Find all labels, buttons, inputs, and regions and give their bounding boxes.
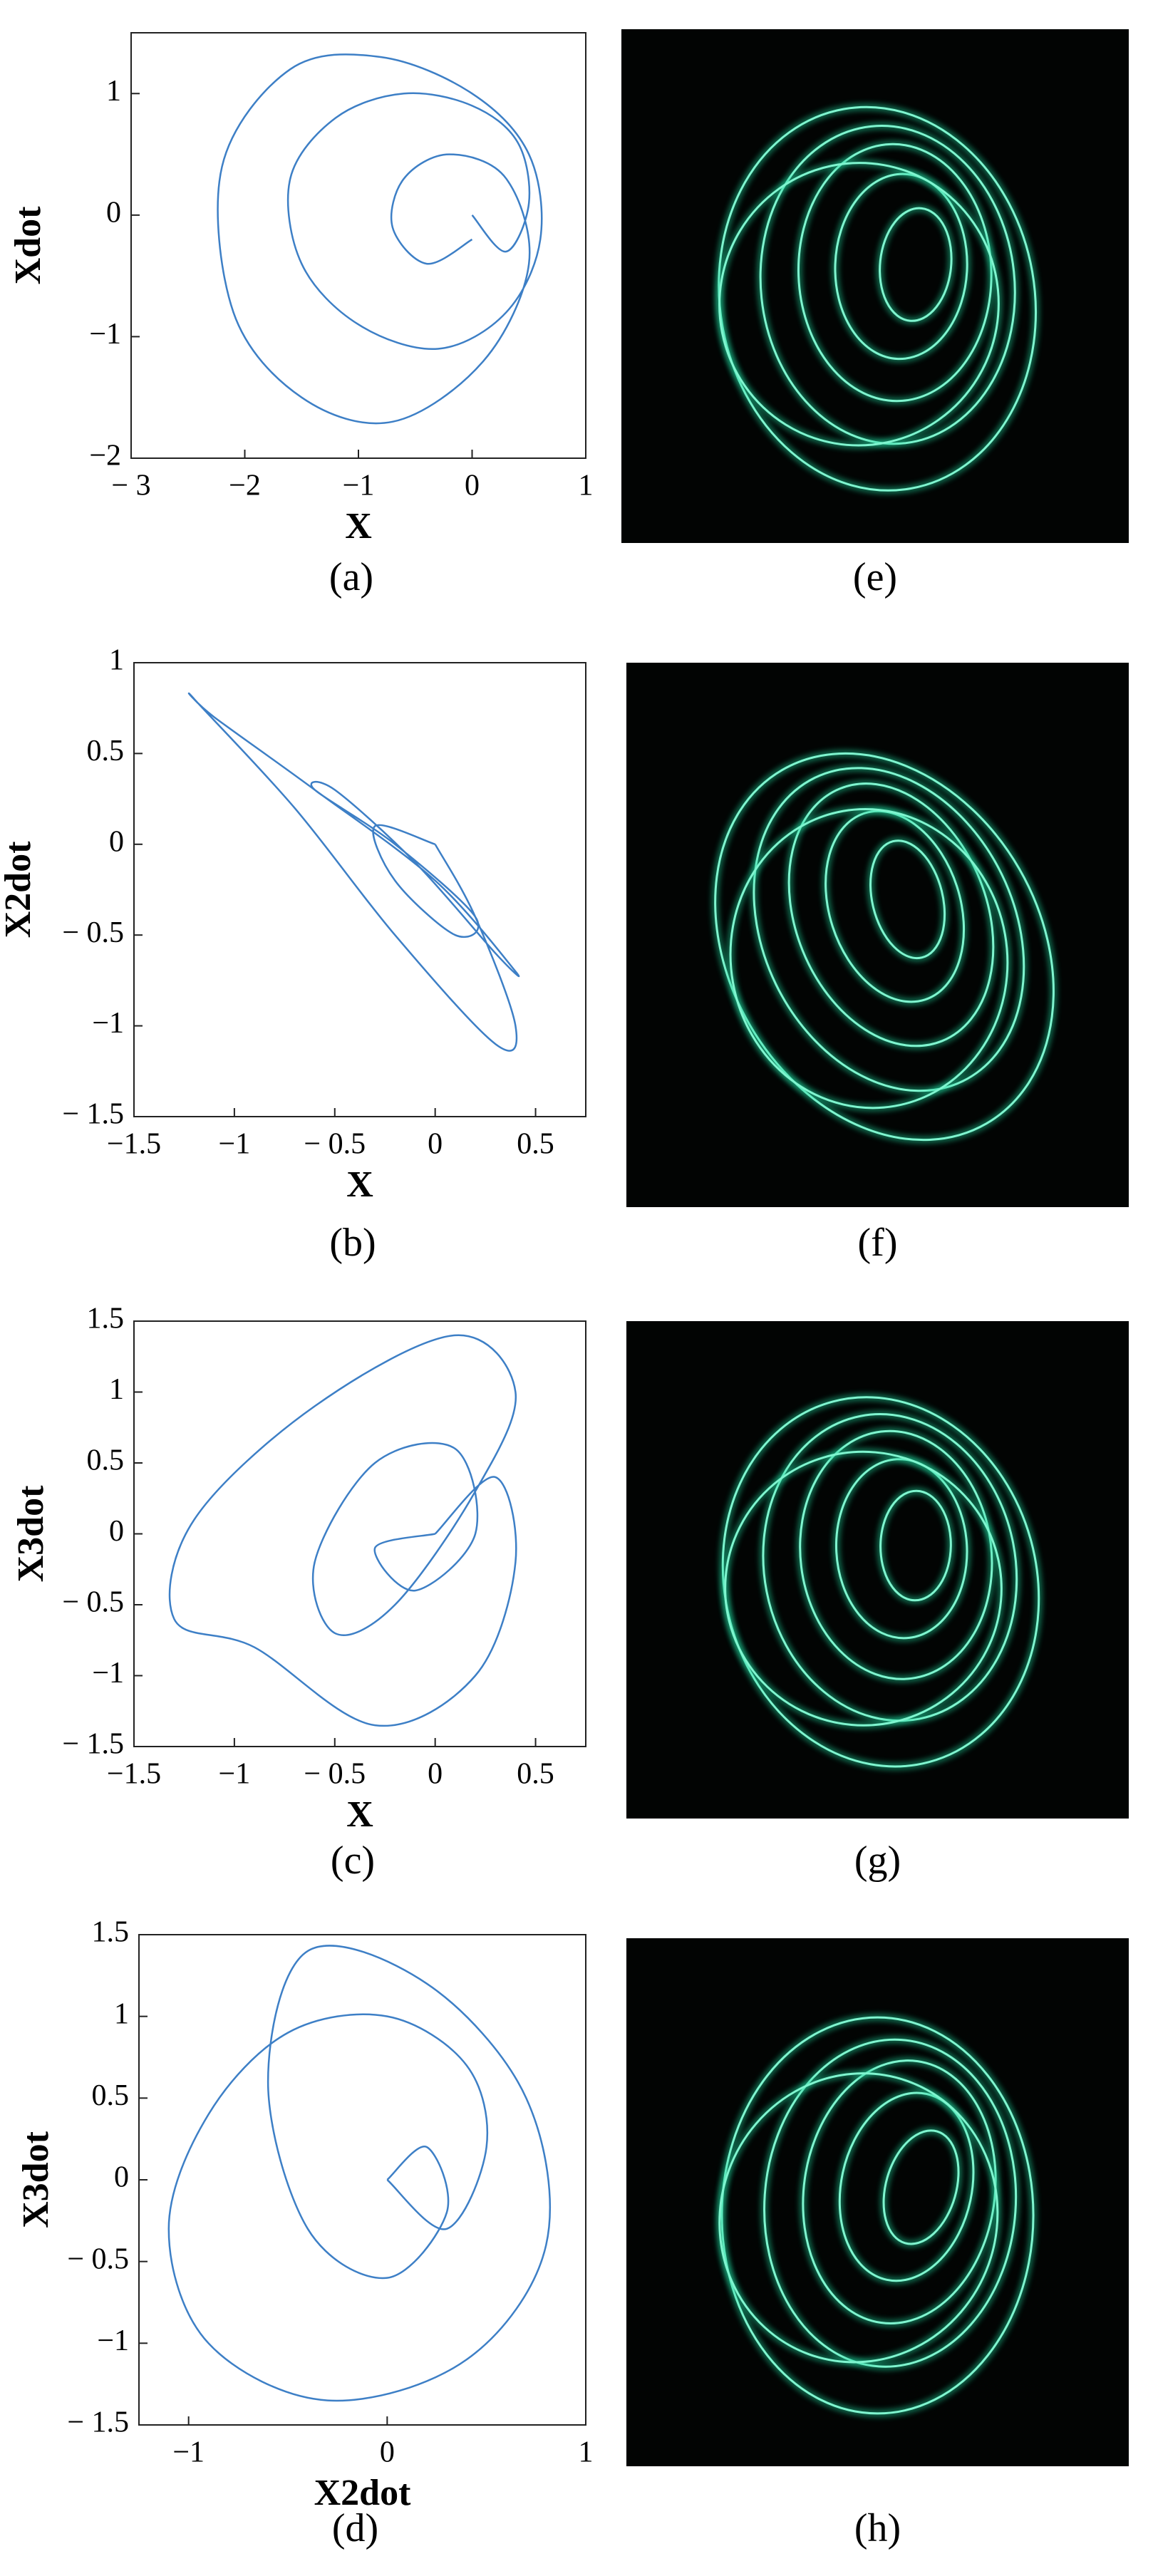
trace	[763, 2038, 1018, 2368]
y-tick-label: 1.5	[92, 1916, 130, 1949]
x-tick-label: 0	[380, 2436, 395, 2469]
panel-caption: (a)	[329, 555, 373, 599]
trajectory	[217, 53, 543, 425]
panel-caption: (c)	[331, 1838, 375, 1883]
photo-background	[621, 29, 1129, 543]
x-tick-label: −1	[343, 470, 375, 502]
trace	[824, 809, 966, 1003]
oscilloscope-photo	[626, 1321, 1129, 1819]
y-tick-label: − 0.5	[67, 2243, 129, 2275]
y-axis-label: X3dot	[16, 2131, 56, 2228]
trace	[753, 767, 1025, 1092]
y-tick-label: − 0.5	[62, 1586, 124, 1619]
y-axis-label: X3dot	[11, 1485, 51, 1582]
y-tick-label: −2	[89, 440, 121, 472]
panel-caption: (b)	[329, 1221, 376, 1265]
trace	[762, 1413, 1018, 1722]
y-tick-label: 1	[109, 644, 124, 677]
axes-box	[130, 32, 586, 459]
trace	[729, 808, 1009, 1109]
x-tick-label: 1	[579, 2436, 594, 2469]
y-tick-label: 0.5	[92, 2079, 130, 2112]
y-tick-label: 1	[114, 1997, 129, 2030]
trace	[718, 2072, 999, 2364]
y-tick-label: 0	[109, 825, 124, 858]
x-axis-label: X2dot	[314, 2473, 411, 2513]
trace	[838, 2091, 975, 2282]
y-tick-label: 0	[106, 196, 121, 229]
x-tick-label: 0.5	[517, 1128, 554, 1161]
photo-background	[626, 663, 1129, 1207]
panel-caption: (d)	[332, 2506, 378, 2550]
axes-box	[138, 1934, 586, 2426]
oscilloscope-photo	[626, 1938, 1129, 2466]
y-tick-label: 0.5	[87, 1444, 125, 1477]
y-tick-label: −1	[92, 1657, 124, 1690]
x-tick-label: 0	[428, 1128, 443, 1161]
y-tick-label: 0	[109, 1515, 124, 1548]
y-tick-label: 1	[106, 75, 121, 108]
trace	[718, 162, 1000, 447]
panel-caption: (f)	[858, 1221, 898, 1265]
trace	[879, 1489, 952, 1602]
x-tick-label: − 0.5	[304, 1128, 366, 1161]
x-tick-label: −1	[219, 1128, 251, 1161]
x-tick-label: − 3	[111, 470, 150, 502]
trajectory	[167, 1945, 551, 2402]
x-tick-label: −2	[229, 470, 261, 502]
trace	[869, 839, 946, 960]
oscilloscope-photo	[621, 29, 1129, 543]
y-tick-label: − 1.5	[67, 2406, 129, 2439]
axes-box	[133, 1320, 586, 1747]
x-axis-label: X	[346, 1164, 373, 1205]
oscilloscope-photo	[626, 663, 1129, 1207]
y-tick-label: −1	[97, 2324, 129, 2357]
y-tick-label: 0.5	[87, 735, 125, 767]
trace	[724, 1450, 1003, 1727]
trajectory	[187, 692, 520, 1052]
x-axis-label: X	[345, 506, 372, 547]
y-tick-label: −1	[92, 1007, 124, 1040]
y-tick-label: 1	[109, 1373, 124, 1406]
y-tick-label: 1.5	[87, 1303, 125, 1335]
y-tick-label: − 0.5	[62, 916, 124, 949]
y-tick-label: −1	[89, 318, 121, 351]
photo-background	[626, 1321, 1129, 1819]
y-tick-label: − 1.5	[62, 1098, 124, 1131]
x-tick-label: −1.5	[107, 1128, 161, 1161]
y-axis-label: X2dot	[0, 841, 38, 938]
trace	[759, 125, 1016, 445]
y-tick-label: − 1.5	[62, 1728, 124, 1761]
x-tick-label: −1	[172, 2436, 205, 2469]
y-axis-label: Xdot	[8, 206, 48, 284]
panel-caption: (h)	[854, 2506, 901, 2550]
x-tick-label: 1	[579, 470, 594, 502]
trajectory	[168, 1334, 517, 1727]
trace	[882, 2129, 960, 2245]
x-axis-label: X	[346, 1794, 373, 1835]
trace	[879, 207, 953, 322]
x-tick-label: 0	[428, 1758, 443, 1791]
x-tick-label: − 0.5	[304, 1758, 366, 1791]
axes-box	[133, 662, 586, 1117]
x-tick-label: −1.5	[107, 1758, 161, 1791]
panel-caption: (e)	[853, 555, 897, 599]
trace	[787, 782, 995, 1048]
photo-background	[626, 1938, 1129, 2466]
x-tick-label: 0.5	[517, 1758, 554, 1791]
panel-caption: (g)	[854, 1838, 901, 1883]
y-tick-label: 0	[114, 2161, 129, 2194]
x-tick-label: 0	[465, 470, 480, 502]
x-tick-label: −1	[219, 1758, 251, 1791]
